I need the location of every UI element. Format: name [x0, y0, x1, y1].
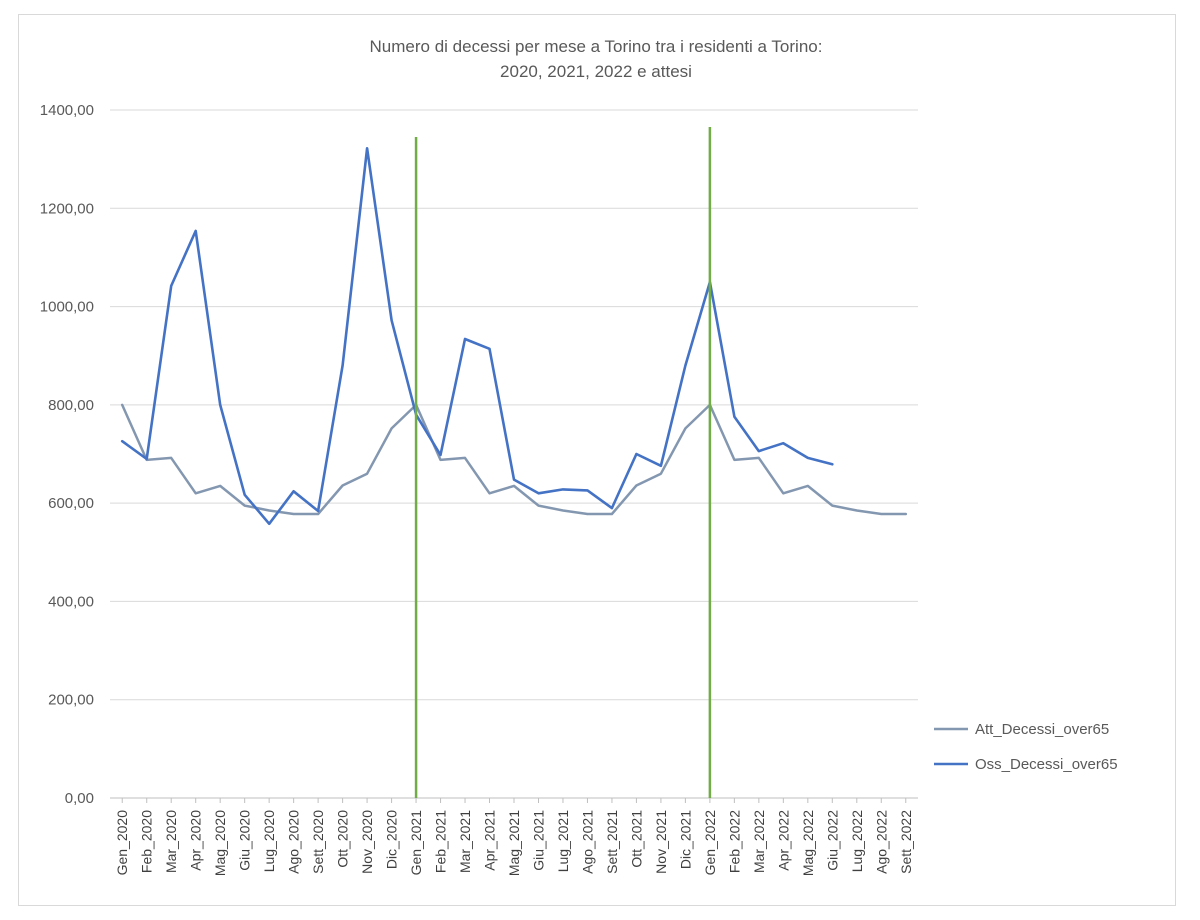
- x-tick-label: Feb_2020: [139, 810, 155, 873]
- x-tick-label: Gen_2020: [114, 810, 130, 876]
- x-tick-label: Ott_2020: [335, 810, 351, 868]
- y-tick-label: 1400,00: [40, 102, 94, 119]
- x-tick-label: Ott_2021: [628, 810, 644, 868]
- y-tick-label: 800,00: [48, 397, 94, 414]
- y-tick-label: 400,00: [48, 593, 94, 610]
- x-tick-label: Feb_2021: [433, 810, 449, 873]
- x-tick-label: Dic_2021: [677, 810, 693, 869]
- x-tick-label: Giu_2022: [824, 810, 840, 871]
- x-tick-label: Giu_2021: [530, 810, 546, 871]
- x-tick-label: Gen_2022: [702, 810, 718, 876]
- x-tick-label: Giu_2020: [237, 810, 253, 871]
- x-tick-label: Mag_2022: [800, 810, 816, 876]
- x-tick-label: Sett_2022: [898, 810, 914, 874]
- x-tick-label: Mar_2022: [751, 810, 767, 873]
- y-tick-label: 200,00: [48, 692, 94, 709]
- x-tick-label: Apr_2021: [482, 810, 498, 871]
- x-tick-label: Ago_2020: [286, 810, 302, 874]
- x-tick-label: Feb_2022: [726, 810, 742, 873]
- chart-title-line1: Numero di decessi per mese a Torino tra …: [370, 37, 823, 56]
- x-tick-label: Apr_2022: [775, 810, 791, 871]
- x-tick-label: Nov_2021: [653, 810, 669, 874]
- x-tick-label: Lug_2021: [555, 810, 571, 873]
- legend-label: Oss_Decessi_over65: [975, 756, 1118, 773]
- x-tick-label: Gen_2021: [408, 810, 424, 876]
- x-tick-label: Mar_2021: [457, 810, 473, 873]
- x-tick-label: Lug_2020: [261, 810, 277, 873]
- x-tick-label: Mag_2021: [506, 810, 522, 876]
- legend-label: Att_Decessi_over65: [975, 721, 1109, 738]
- y-tick-label: 1200,00: [40, 200, 94, 217]
- x-tick-label: Apr_2020: [188, 810, 204, 871]
- series-line-att-decessi-over65: [120, 403, 908, 516]
- chart-frame: [18, 14, 1176, 906]
- y-tick-label: 1000,00: [40, 299, 94, 316]
- x-tick-label: Lug_2022: [849, 810, 865, 873]
- x-tick-label: Sett_2021: [604, 810, 620, 874]
- x-tick-label: Mag_2020: [212, 810, 228, 876]
- x-tick-label: Ago_2021: [579, 810, 595, 874]
- y-tick-label: 0,00: [65, 790, 94, 807]
- y-tick-label: 600,00: [48, 495, 94, 512]
- chart-title-line2: 2020, 2021, 2022 e attesi: [500, 62, 692, 81]
- x-tick-label: Dic_2020: [384, 810, 400, 869]
- x-tick-label: Nov_2020: [359, 810, 375, 874]
- x-tick-label: Ago_2022: [873, 810, 889, 874]
- x-tick-label: Sett_2020: [310, 810, 326, 874]
- series-line-oss-decessi-over65: [120, 147, 834, 526]
- x-tick-label: Mar_2020: [163, 810, 179, 873]
